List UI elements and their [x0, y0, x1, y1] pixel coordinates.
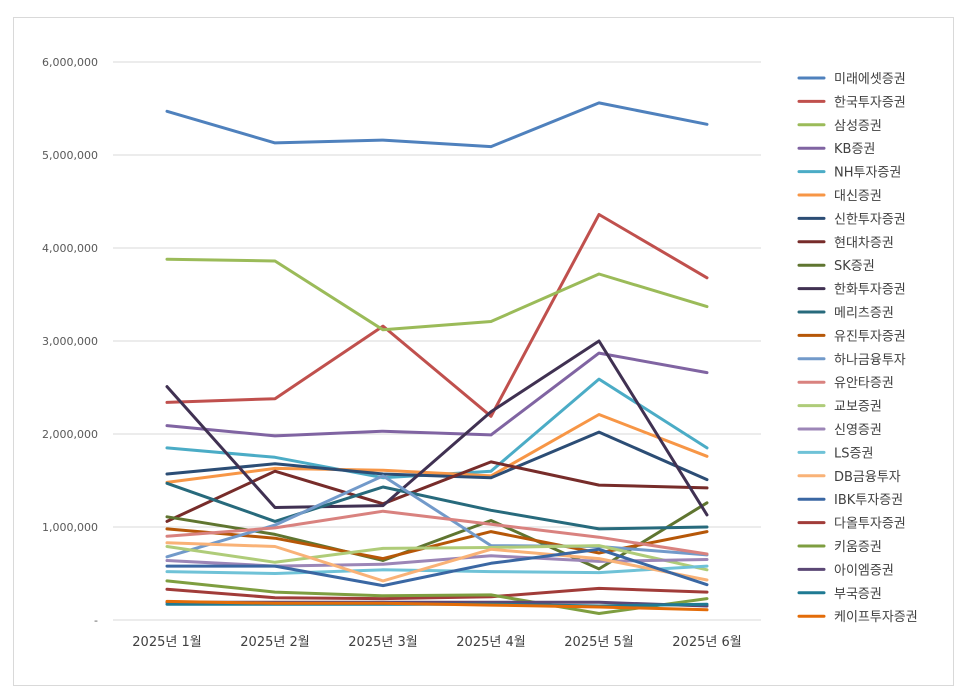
legend-label: 한국투자증권 — [834, 95, 906, 110]
chart-frame — [13, 17, 954, 686]
legend-label: 현대차증권 — [834, 236, 894, 251]
legend-label: 하나금융투자 — [834, 353, 906, 368]
y-tick-label: 1,000,000 — [42, 521, 98, 534]
x-tick-label: 2025년 4월 — [456, 635, 525, 650]
legend-label: 부국증권 — [834, 587, 882, 602]
legend-label: SK증권 — [834, 259, 875, 274]
legend-label: DB금융투자 — [834, 470, 901, 485]
y-tick-label: 3,000,000 — [42, 335, 98, 348]
series-line — [165, 481, 709, 531]
legend-label: 삼성증권 — [834, 119, 882, 134]
series-line — [165, 377, 709, 480]
gridlines — [113, 61, 761, 621]
series-line — [165, 564, 709, 575]
y-tick-label: 4,000,000 — [42, 242, 98, 255]
y-axis: - 1,000,000 2,000,000 3,000,000 4,000,000 5,0… — [42, 56, 98, 627]
x-tick-label: 2025년 5월 — [564, 635, 633, 650]
legend-label: 신한투자증권 — [834, 212, 906, 227]
series-line — [165, 430, 709, 482]
legend-label: 아이엠증권 — [834, 563, 894, 578]
series-line — [165, 101, 709, 149]
legend-label: LS증권 — [834, 446, 873, 461]
legend-label: 케이프투자증권 — [834, 610, 918, 625]
series-line — [165, 586, 709, 601]
y-tick-label: 2,000,000 — [42, 428, 98, 441]
series-line — [165, 547, 709, 588]
legend-label: KB증권 — [834, 142, 875, 157]
legend-label: 교보증권 — [834, 400, 882, 415]
x-tick-label: 2025년 1월 — [132, 635, 201, 650]
series-line — [165, 541, 709, 583]
legend-label: 한화투자증권 — [834, 283, 906, 298]
legend-label: 미래에셋증권 — [834, 72, 906, 87]
x-tick-label: 2025년 6월 — [672, 635, 741, 650]
series-line — [165, 413, 709, 484]
series-line — [165, 339, 709, 517]
legend-label: NH투자증권 — [834, 166, 901, 181]
series-line — [165, 579, 709, 615]
series-line — [165, 509, 709, 556]
y-tick-label: - — [94, 614, 98, 627]
legend-label: IBK투자증권 — [834, 493, 903, 508]
x-axis: 2025년 1월 2025년 2월 2025년 3월 2025년 4월 2025년 5월… — [132, 635, 741, 650]
x-tick-label: 2025년 2월 — [240, 635, 309, 650]
legend-label: 유안타증권 — [834, 376, 894, 391]
series-line — [165, 213, 709, 418]
series-line — [165, 460, 709, 523]
series-line — [165, 257, 709, 332]
series-line — [165, 599, 709, 612]
y-tick-label: 6,000,000 — [42, 56, 98, 69]
y-tick-label: 5,000,000 — [42, 149, 98, 162]
series-line — [165, 351, 709, 438]
series-line — [165, 544, 709, 572]
legend-label: 키움증권 — [834, 540, 882, 555]
x-tick-label: 2025년 3월 — [348, 635, 417, 650]
series-lines — [165, 101, 709, 615]
legend-label: 신영증권 — [834, 423, 882, 438]
legend-label: 유진투자증권 — [834, 329, 906, 344]
legend-label: 대신증권 — [834, 189, 882, 204]
legend-label: 메리츠증권 — [834, 306, 894, 321]
legend-label: 다올투자증권 — [834, 517, 906, 532]
